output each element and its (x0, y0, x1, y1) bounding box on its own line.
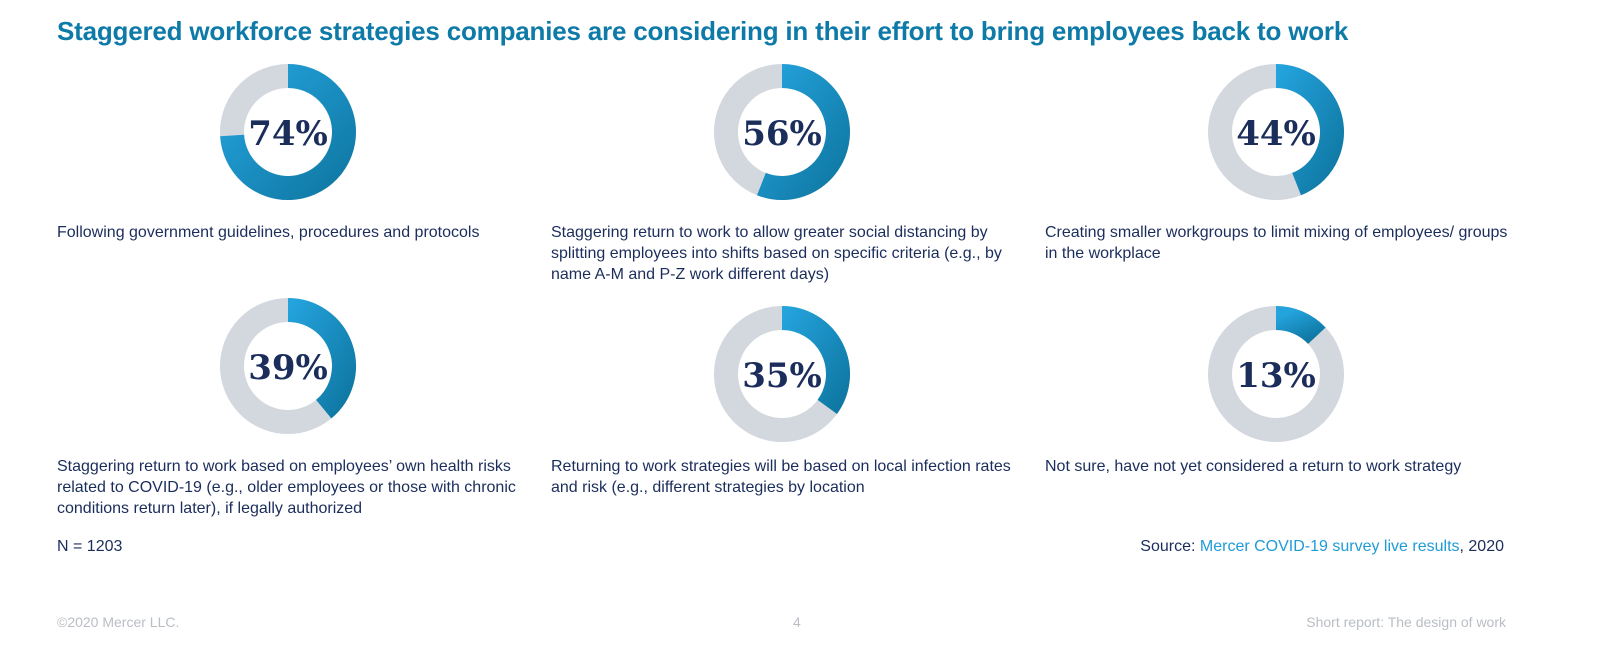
donut-value-arc (287, 298, 356, 419)
source-prefix: Source: (1140, 538, 1200, 555)
donut-value-arc (220, 64, 356, 200)
donut-percent-label: 39% (248, 348, 328, 388)
donut-value-arc (781, 306, 850, 414)
strategy-label: Staggering return to work to allow great… (551, 224, 1002, 283)
donut-value-arc (756, 64, 850, 200)
donut-percent-label: 56% (742, 114, 822, 154)
strategy-label: Not sure, have not yet considered a retu… (1045, 458, 1462, 475)
strategy-label: Creating smaller workgroups to limit mix… (1045, 224, 1508, 262)
donut-chart: 74% (220, 64, 356, 200)
footer-page-number: 4 (793, 614, 801, 630)
strategy-label: Returning to work strategies will be bas… (551, 458, 1011, 496)
strategy-label: Staggering return to work based on emplo… (57, 458, 516, 517)
source-note: Source: Mercer COVID-19 survey live resu… (1140, 538, 1504, 556)
donut-percent-label: 13% (1236, 356, 1316, 396)
source-link[interactable]: Mercer COVID-19 survey live results (1199, 538, 1460, 555)
source-suffix: , 2020 (1459, 538, 1504, 555)
donut-chart: 44% (1208, 64, 1344, 200)
donut-percent-label: 35% (742, 356, 822, 396)
footer-report-name: Short report: The design of work (1306, 614, 1506, 630)
footer-copyright: ©2020 Mercer LLC. (57, 614, 180, 630)
donut-chart: 56% (714, 64, 850, 200)
donut-value-arc (1275, 306, 1326, 345)
page-title: Staggered workforce strategies companies… (57, 16, 1349, 46)
donut-value-arc (1275, 64, 1344, 196)
donut-chart: 13% (1208, 306, 1344, 442)
donut-percent-label: 74% (248, 114, 328, 154)
strategy-label: Following government guidelines, procedu… (57, 224, 480, 241)
donut-percent-label: 44% (1236, 114, 1316, 154)
donut-chart: 35% (714, 306, 850, 442)
donut-chart: 39% (220, 298, 356, 434)
sample-size-note: N = 1203 (57, 538, 123, 555)
